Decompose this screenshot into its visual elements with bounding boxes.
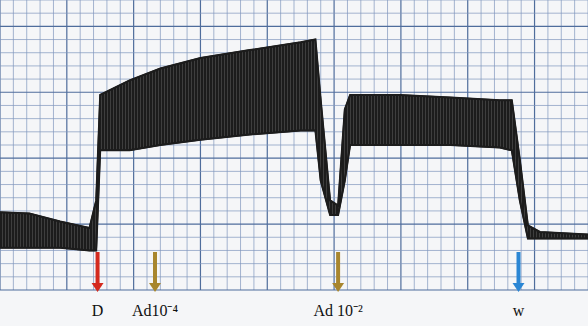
annotations: D Ad10⁻⁴ Ad 10⁻² w: [92, 252, 525, 319]
trace-band: [0, 40, 588, 251]
arrow-head: [92, 283, 104, 292]
grid-line: [0, 184, 588, 185]
grid-line: [0, 289, 588, 290]
arrow: [153, 252, 157, 284]
chart: D Ad10⁻⁴ Ad 10⁻² w: [0, 0, 588, 326]
arrow-head: [332, 283, 344, 292]
annotation-label: D: [92, 302, 104, 319]
arrow: [96, 252, 100, 284]
grid-line: [0, 263, 588, 264]
grid-line: [0, 0, 588, 1]
grid: [0, 0, 588, 290]
grid-line: [0, 210, 588, 211]
plot-area: [0, 40, 588, 251]
annotation-label: w: [513, 302, 525, 319]
grid-line: [0, 171, 588, 172]
arrow-head: [513, 283, 525, 292]
annotation-label: Ad10⁻⁴: [132, 302, 179, 319]
grid-line: [0, 158, 588, 159]
grid-line: [0, 223, 588, 224]
grid-line: [0, 39, 588, 40]
arrow-head: [149, 283, 161, 292]
paper: [0, 0, 588, 326]
trace-top: [0, 40, 588, 235]
trace-bottom: [0, 131, 588, 251]
arrow: [336, 252, 340, 284]
grid-line: [0, 26, 588, 27]
annotation-label: Ad 10⁻²: [313, 302, 363, 319]
grid-line: [0, 13, 588, 14]
arrow: [517, 252, 521, 284]
grid-line: [0, 197, 588, 198]
grid-line: [0, 276, 588, 277]
